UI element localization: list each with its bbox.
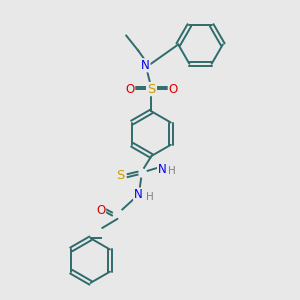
Text: H: H <box>146 192 153 202</box>
Text: O: O <box>168 82 178 96</box>
Text: N: N <box>141 59 150 72</box>
Text: O: O <box>96 204 106 218</box>
Text: S: S <box>116 169 124 182</box>
Text: S: S <box>147 82 156 96</box>
Text: H: H <box>168 166 176 176</box>
Text: N: N <box>134 188 142 201</box>
Text: O: O <box>125 82 135 96</box>
Text: N: N <box>158 163 166 176</box>
